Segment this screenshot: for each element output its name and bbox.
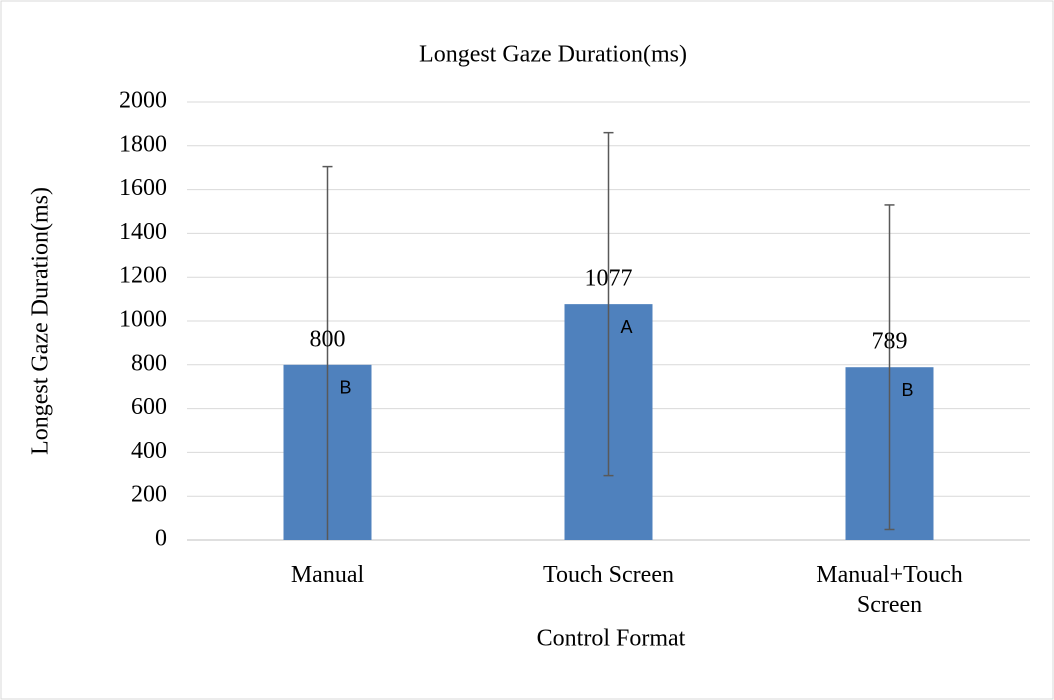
data-label: 789 (872, 329, 908, 355)
y-tick-label: 2000 (119, 88, 167, 114)
ann: B (339, 378, 351, 398)
y-tick-label: 600 (131, 394, 167, 420)
y-axis-label: Longest Gaze Duration(ms) (28, 187, 54, 455)
y-tick-label: 200 (131, 482, 167, 508)
x-axis-label: Control Format (537, 626, 686, 652)
y-tick-label: 1200 (119, 263, 167, 289)
data-label: 800 (310, 326, 346, 352)
y-tick-label: 1600 (119, 175, 167, 201)
y-tick-label: 0 (155, 526, 167, 552)
x-tick-label: Manual+Touch Screen (816, 562, 963, 618)
y-tick-label: 1400 (119, 219, 167, 245)
data-label: 1077 (585, 266, 633, 292)
x-tick-label: Manual (290, 562, 365, 588)
ann: A (620, 317, 632, 337)
x-tick-label: Touch Screen (543, 562, 674, 588)
y-tick-label: 1800 (119, 131, 167, 157)
y-tick-label: 400 (131, 438, 167, 464)
chart-title: Longest Gaze Duration(ms) (419, 42, 687, 68)
y-tick-label: 1000 (119, 307, 167, 333)
y-tick-label: 800 (131, 350, 167, 376)
ann: B (901, 380, 913, 400)
